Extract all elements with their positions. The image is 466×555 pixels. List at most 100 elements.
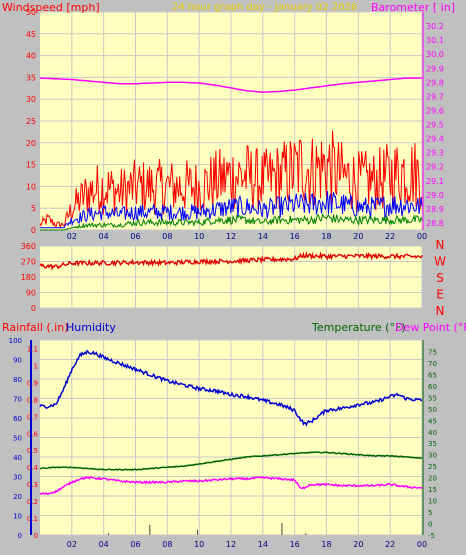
temperature-tick-label: 55	[428, 394, 437, 402]
windspeed-tick-label: 25	[26, 117, 36, 126]
rainfall-tick-label: 0.9	[27, 379, 38, 387]
barometer-tick-label: 30.1	[426, 36, 444, 45]
rainfall-tick-label: 0.5	[27, 447, 38, 455]
wind-average-line	[40, 191, 423, 229]
rainfall-tick-label: 0	[34, 532, 38, 540]
humidity-tick-label: 60	[13, 415, 22, 423]
climate-x-tick-label: 00	[417, 540, 427, 549]
barometer-tick-label: 29.0	[426, 191, 444, 200]
temperature-line	[39, 451, 422, 472]
windspeed-tick-label: 0	[31, 226, 36, 235]
barometer-tick-label: 30.2	[426, 22, 444, 31]
barometer-tick-label: 28.9	[426, 205, 444, 214]
direction-tick-label: 270	[21, 258, 36, 267]
temperature-tick-label: 25	[428, 463, 437, 471]
climate-x-tick-label: 18	[321, 540, 331, 549]
barometer-tick-label: 29.7	[426, 92, 444, 101]
rainfall-tick-label: 0.3	[27, 481, 38, 489]
wind-x-tick-label: 20	[353, 232, 363, 241]
climate-x-tick-label: 16	[290, 540, 300, 549]
rainfall-tick-label: 0.8	[27, 396, 38, 404]
windspeed-tick-label: 50	[26, 8, 36, 17]
temperature-tick-label: -5	[428, 532, 435, 540]
direction-tick-label: 360	[21, 242, 36, 251]
windspeed-tick-label: 30	[26, 95, 36, 104]
barometer-tick-label: 29.1	[426, 177, 444, 186]
wind-x-tick-label: 00	[417, 232, 427, 241]
humidity-tick-label: 10	[13, 513, 22, 521]
barometer-tick-label: 29.4	[426, 135, 444, 144]
humidity-tick-label: 100	[9, 337, 22, 345]
windspeed-tick-label: 45	[26, 30, 36, 39]
temperature-tick-label: 70	[428, 360, 437, 368]
climate-x-tick-label: 06	[130, 540, 140, 549]
wind-x-tick-label: 10	[194, 232, 204, 241]
direction-tick-label: 180	[21, 273, 36, 282]
humidity-tick-label: 0	[18, 532, 22, 540]
temperature-tick-label: 5	[428, 509, 432, 517]
rainfall-tick-label: 1	[34, 362, 38, 370]
barometer-tick-label: 29.9	[426, 64, 444, 73]
chart-marks	[39, 77, 423, 535]
grid-lines	[40, 11, 424, 536]
windspeed-tick-label: 5	[31, 204, 36, 213]
temperature-tick-label: 15	[428, 486, 437, 494]
barometer-tick-label: 28.8	[426, 219, 444, 228]
rainfall-tick-label: 0.7	[27, 413, 38, 421]
wind-gust-line	[39, 130, 423, 230]
barometer-line	[39, 77, 422, 93]
temperature-tick-label: 30	[428, 452, 437, 460]
rainfall-tick-label: 0.2	[27, 498, 38, 506]
humidity-label: Humidity	[66, 321, 116, 334]
compass-label: N	[436, 238, 445, 252]
climate-x-tick-label: 10	[194, 540, 204, 549]
temperature-tick-label: 35	[428, 440, 437, 448]
climate-x-tick-label: 12	[226, 540, 236, 549]
windspeed-tick-label: 40	[26, 52, 36, 61]
temperature-tick-label: 65	[428, 371, 437, 379]
windspeed-axis-label: Windspeed [mph]	[2, 1, 100, 14]
direction-tick-label: 0	[31, 304, 36, 313]
windspeed-tick-label: 20	[26, 139, 36, 148]
humidity-tick-label: 80	[13, 376, 22, 384]
tick-labels: 0510152025303540455028.828.929.029.129.2…	[9, 8, 446, 549]
windspeed-tick-label: 35	[26, 73, 36, 82]
humidity-tick-label: 30	[13, 474, 22, 482]
wind-x-tick-label: 02	[67, 232, 77, 241]
humidity-tick-label: 90	[13, 357, 22, 365]
temperature-tick-label: 40	[428, 429, 437, 437]
compass-label: S	[436, 271, 444, 285]
barometer-tick-label: 30.0	[426, 50, 444, 59]
wind-direction-line	[39, 251, 423, 271]
wind-minimum-line	[40, 212, 423, 231]
climate-x-tick-label: 22	[385, 540, 395, 549]
rainfall-label: Rainfall (.in)	[2, 321, 69, 334]
climate-x-tick-label: 02	[67, 540, 77, 549]
rainfall-tick-label: 0.4	[27, 464, 39, 472]
climate-x-tick-label: 04	[99, 540, 109, 549]
humidity-tick-label: 70	[13, 396, 22, 404]
rainfall-tick-label: 0.6	[27, 430, 39, 438]
wind-x-tick-label: 16	[290, 232, 300, 241]
climate-x-tick-label: 14	[258, 540, 268, 549]
graph-title: 24 hour graph day - January 02 2026	[172, 2, 357, 13]
compass-label: E	[436, 288, 444, 302]
wind-x-tick-label: 12	[226, 232, 236, 241]
temperature-tick-label: 45	[428, 417, 437, 425]
humidity-line	[39, 349, 423, 427]
dewpoint-label: Dew Point (°F)	[395, 321, 466, 334]
climate-x-tick-label: 08	[162, 540, 172, 549]
barometer-tick-label: 29.3	[426, 149, 444, 158]
wind-x-tick-label: 04	[99, 232, 109, 241]
climate-x-tick-label: 20	[353, 540, 363, 549]
windspeed-tick-label: 10	[26, 182, 36, 191]
wind-x-tick-label: 14	[258, 232, 268, 241]
wind-x-tick-label: 18	[321, 232, 331, 241]
dewpoint-line	[39, 475, 423, 496]
temperature-tick-label: 10	[428, 498, 437, 506]
barometer-axis-label: Barometer [ in]	[371, 1, 455, 14]
rainfall-tick-label: 0.1	[27, 515, 38, 523]
temperature-tick-label: 20	[428, 475, 437, 483]
temperature-tick-label: 50	[428, 406, 437, 414]
barometer-tick-label: 29.8	[426, 78, 444, 87]
